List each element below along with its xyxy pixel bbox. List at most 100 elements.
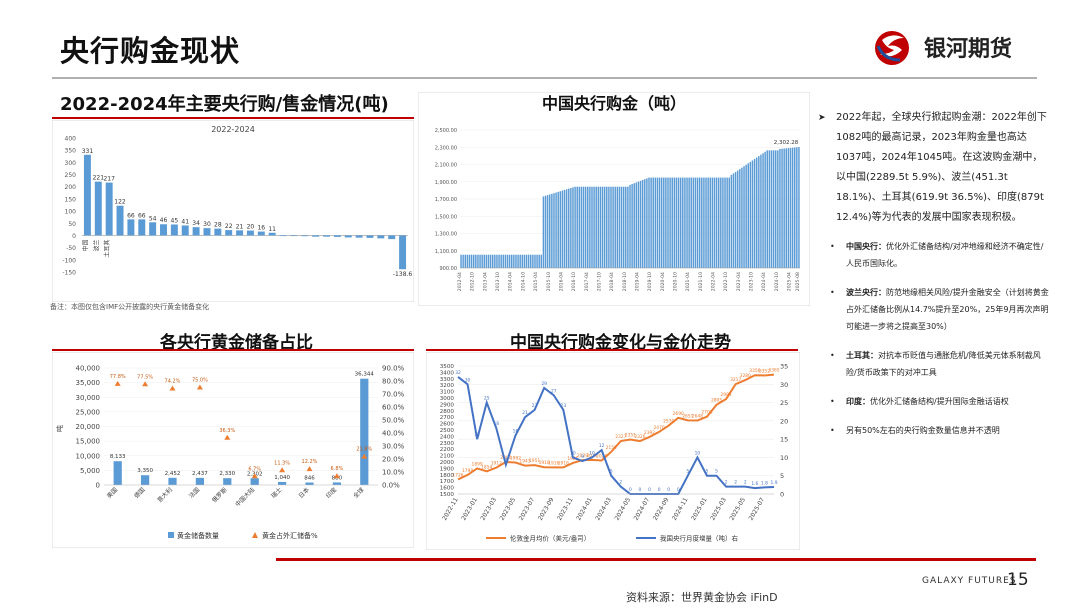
bar <box>707 177 709 268</box>
bar <box>496 254 498 268</box>
item-text: 优化外汇储备结构/提升国际金融话语权 <box>870 397 1009 406</box>
x-tick-label: 2014-10 <box>520 272 526 291</box>
y-tick-label: 35,000 <box>76 379 101 387</box>
bar <box>755 157 758 268</box>
bar <box>698 177 701 268</box>
logo-text: 银河期货 <box>924 37 1013 62</box>
bar <box>787 148 790 268</box>
bar <box>622 186 625 268</box>
item-text: 优化外汇储备结构/对冲地缘和经济不确定性/人民币国际化。 <box>846 242 1044 268</box>
bar <box>796 147 798 268</box>
data-label: 2,437 <box>192 471 208 477</box>
y-tick-label: 2900 <box>440 402 455 408</box>
bar <box>717 177 720 268</box>
bar <box>377 235 385 239</box>
bar <box>513 254 515 268</box>
data-label: 1854 <box>481 464 492 470</box>
item-text: 对抗本币贬值与通胀危机/降低美元体系制裁风险/货币政策下的对冲工具 <box>846 351 1041 377</box>
data-label: 2 <box>734 480 737 486</box>
bar <box>494 254 496 268</box>
y2-tick-label: 20 <box>780 417 788 425</box>
y-tick-label: 1600 <box>440 486 455 492</box>
bar <box>508 254 511 268</box>
bar <box>500 254 502 268</box>
gold-reserve-share-chart: 40,000 35,000 30,000 25,000 20,000 15,000 10,0… <box>52 352 414 548</box>
y2-tick-label: 35 <box>780 363 788 371</box>
x-tick-label: 2024-04 <box>761 272 767 291</box>
bar <box>487 254 490 268</box>
data-label: 1726 <box>452 473 463 479</box>
chart-frame <box>52 352 414 548</box>
bar <box>468 254 471 268</box>
bar <box>498 254 500 268</box>
y-tick-label: 2000 <box>440 460 455 466</box>
bar <box>789 147 792 268</box>
bar <box>760 154 762 268</box>
data-label: 16 <box>513 428 519 434</box>
y-tick-label: 3500 <box>440 364 455 370</box>
bar <box>366 235 374 238</box>
bar <box>675 177 678 268</box>
list-item: • 另有50%左右的央行购金数量信息并不透明 <box>830 426 1000 435</box>
data-label: 221 <box>93 175 105 182</box>
x-tick-label: 2023-04 <box>736 272 742 291</box>
y-tick-label: 1800 <box>440 473 455 479</box>
bar <box>709 177 711 268</box>
y-tick-label: 3100 <box>440 390 455 396</box>
y-tick-label: 100 <box>65 209 77 216</box>
bar <box>542 196 545 268</box>
data-label: -138.6 <box>393 271 413 278</box>
bar <box>747 163 749 268</box>
bar <box>574 186 576 268</box>
y-tick-label: 1,300.00 <box>435 232 457 238</box>
bar <box>523 254 526 268</box>
data-label: 0 <box>677 487 680 493</box>
bar <box>555 192 557 268</box>
triangle-marker <box>361 453 368 459</box>
y-tick-label: 300 <box>65 160 77 167</box>
data-label: 8 <box>504 458 507 464</box>
x-tick-label: 2018-10 <box>622 272 628 291</box>
data-label: 0 <box>639 487 642 493</box>
data-label: 0 <box>648 487 651 493</box>
bar <box>798 147 800 268</box>
data-label: 846 <box>304 476 315 482</box>
triangle-marker <box>142 381 149 387</box>
data-label: 12.2% <box>302 459 318 465</box>
data-label: 6.7% <box>248 466 261 472</box>
data-label: 1943 <box>519 459 530 465</box>
item-name: 中国央行： <box>846 242 886 251</box>
bar <box>534 254 536 268</box>
data-label: 1916 <box>558 460 569 466</box>
bar <box>399 235 407 270</box>
data-label: 21.8% <box>356 447 372 453</box>
bar <box>726 177 728 268</box>
data-label: 2034 <box>586 453 597 459</box>
y-tick-label: -100 <box>62 257 76 264</box>
data-label: 77.5% <box>137 374 153 380</box>
x-tick-label: 2014-04 <box>508 272 514 291</box>
bar <box>612 186 614 268</box>
y-tick-label: 5,000 <box>80 467 100 475</box>
bar <box>606 186 608 268</box>
y-tick-label: 25,000 <box>76 408 101 416</box>
bar <box>779 148 781 268</box>
x-tick-label: 2022-04 <box>710 272 716 291</box>
data-label: 30 <box>203 221 211 228</box>
data-label: 1916 <box>548 460 559 466</box>
y-tick-label: 200 <box>65 184 77 191</box>
data-label: 8,133 <box>110 454 126 460</box>
bar <box>540 254 543 268</box>
bar <box>593 186 595 268</box>
y-tick-label: 40,000 <box>76 365 101 373</box>
data-label: 0 <box>629 487 632 493</box>
bar <box>355 235 363 238</box>
x-tick-label: 2015-04 <box>533 272 539 291</box>
x-tick-label: 2021-04 <box>685 272 691 291</box>
bar <box>223 478 232 485</box>
data-label: 217 <box>103 176 115 183</box>
bar <box>489 254 492 268</box>
y-tick-label: 1500 <box>440 492 455 498</box>
bar <box>667 177 669 268</box>
bar <box>138 219 146 236</box>
